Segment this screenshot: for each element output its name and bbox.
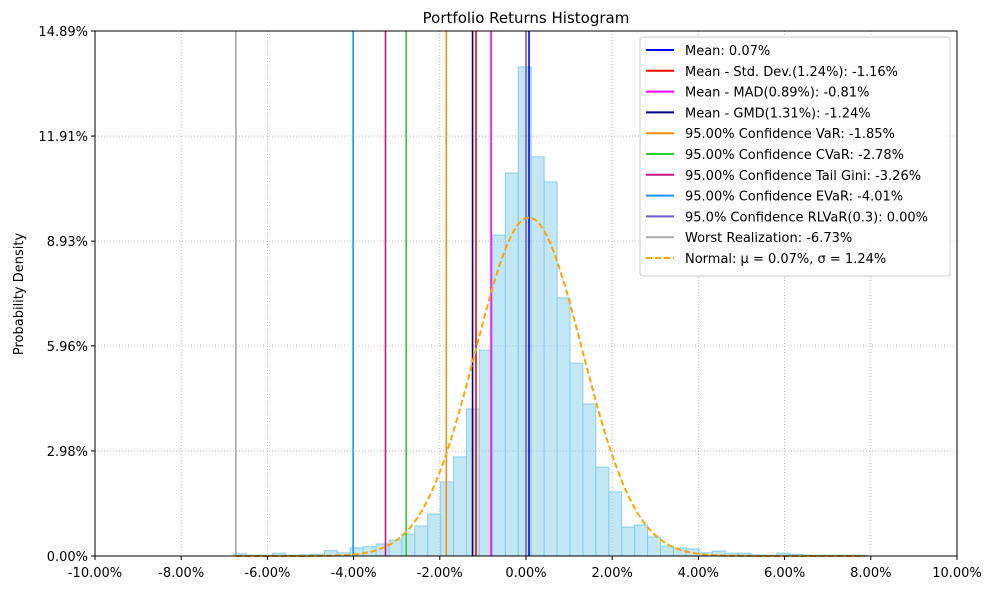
histogram-bar xyxy=(375,543,390,557)
histogram-bar xyxy=(608,491,623,557)
histogram-bar xyxy=(388,539,403,557)
legend-entry: 95.00% Confidence CVaR: -2.78% xyxy=(685,148,904,163)
x-tick-label: -10.00% xyxy=(68,566,122,581)
y-tick-label: 2.98% xyxy=(47,445,88,460)
legend-entry: 95.00% Confidence Tail Gini: -3.26% xyxy=(685,169,921,184)
y-tick-label: 14.89% xyxy=(38,25,88,40)
x-tick-label: 6.00% xyxy=(764,566,805,581)
histogram-bar xyxy=(569,362,584,557)
histogram-bar xyxy=(427,513,442,557)
histogram-bar xyxy=(440,481,455,557)
plot-frame xyxy=(94,30,958,557)
legend-entry: Worst Realization: -6.73% xyxy=(685,231,852,246)
x-tick-label: 8.00% xyxy=(850,566,891,581)
x-tick-label: 4.00% xyxy=(678,566,719,581)
histogram-bar xyxy=(401,533,416,557)
x-tick-label: 10.00% xyxy=(932,566,982,581)
histogram-bar xyxy=(543,181,558,557)
histogram-bar xyxy=(504,172,519,557)
x-tick-label: 0.00% xyxy=(505,566,546,581)
legend-entry: Mean - GMD(1.31%): -1.24% xyxy=(685,106,871,121)
histogram-bar xyxy=(414,525,429,557)
histogram-bar xyxy=(530,156,545,557)
y-tick-label: 5.96% xyxy=(47,340,88,355)
histogram-bar xyxy=(582,403,597,557)
legend-entry: 95.00% Confidence EVaR: -4.01% xyxy=(685,190,903,205)
histogram-bar xyxy=(647,536,661,557)
x-tick-label: 2.00% xyxy=(592,566,633,581)
histogram-bar xyxy=(556,297,571,557)
y-tick-label: 8.93% xyxy=(47,235,88,250)
x-tick-label: -6.00% xyxy=(244,566,290,581)
y-tick-label: 0.00% xyxy=(47,550,88,565)
y-tick-label: 11.91% xyxy=(38,130,88,145)
histogram-bar xyxy=(659,545,674,557)
x-tick-label: -4.00% xyxy=(331,566,377,581)
legend-box xyxy=(639,36,951,277)
histogram-bar xyxy=(634,524,649,557)
legend-entry: 95.0% Confidence RLVaR(0.3): 0.00% xyxy=(685,210,928,225)
chart-title: Portfolio Returns Histogram xyxy=(423,9,630,27)
legend-entry: Mean: 0.07% xyxy=(685,44,770,59)
histogram-bar xyxy=(595,466,610,557)
legend-entry: 95.00% Confidence VaR: -1.85% xyxy=(685,127,895,142)
histogram-bar xyxy=(621,526,636,557)
x-tick-label: -2.00% xyxy=(417,566,463,581)
y-axis-label: Probability Density xyxy=(12,233,27,356)
legend-entry: Mean - MAD(0.89%): -0.81% xyxy=(685,86,869,101)
legend-entry: Normal: μ = 0.07%, σ = 1.24% xyxy=(685,252,886,267)
histogram-bar xyxy=(453,456,468,557)
legend-entry: Mean - Std. Dev.(1.24%): -1.16% xyxy=(685,65,898,80)
x-tick-label: -8.00% xyxy=(158,566,204,581)
